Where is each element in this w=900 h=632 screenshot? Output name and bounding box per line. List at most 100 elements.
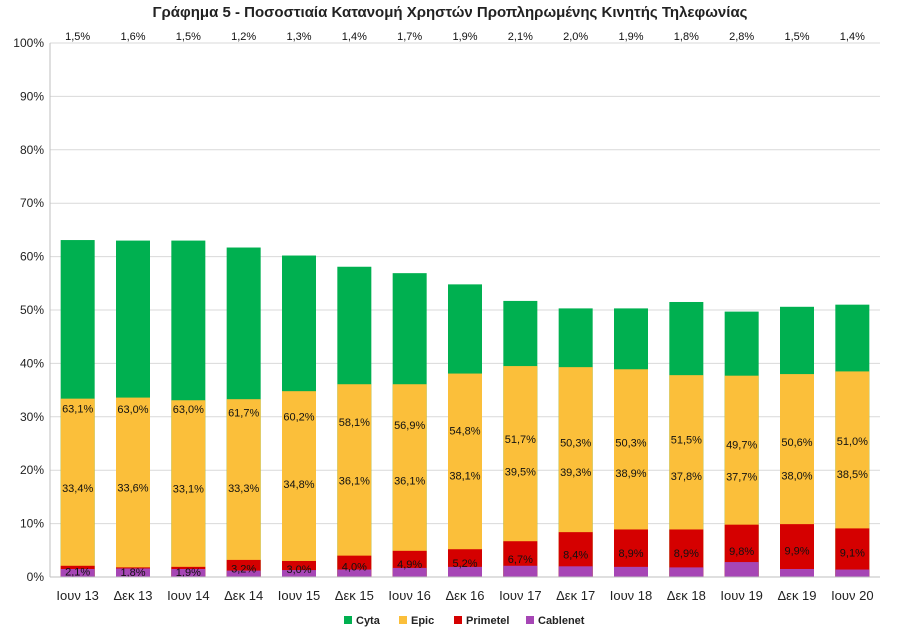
data-label-cyta: 61,7% bbox=[228, 407, 259, 419]
data-label-epic: 33,6% bbox=[117, 482, 148, 494]
data-label-cyta: 63,0% bbox=[173, 404, 204, 416]
bar-segment-primetel bbox=[780, 524, 814, 577]
data-label-cyta: 56,9% bbox=[394, 420, 425, 432]
bar-segment-cablenet bbox=[724, 562, 759, 577]
data-label-cablenet: 1,5% bbox=[176, 31, 201, 43]
legend-swatch-primetel bbox=[454, 616, 462, 624]
x-tick-label: Ιουν 16 bbox=[388, 588, 431, 603]
x-tick-label: Δεκ 19 bbox=[777, 588, 816, 603]
data-label-primetel: 2,1% bbox=[65, 566, 90, 578]
bar-segment-epic bbox=[392, 384, 427, 577]
bar-segment-epic bbox=[448, 373, 482, 577]
bar-segment-epic bbox=[116, 397, 150, 577]
x-tick-label: Ιουν 20 bbox=[831, 588, 874, 603]
x-tick-label: Δεκ 17 bbox=[556, 588, 595, 603]
legend-label-cyta: Cyta bbox=[356, 615, 381, 627]
data-label-cablenet: 1,2% bbox=[231, 31, 256, 43]
data-label-cablenet: 1,5% bbox=[784, 31, 809, 43]
y-tick-label: 40% bbox=[20, 356, 44, 370]
data-label-epic: 33,3% bbox=[228, 483, 259, 495]
bar-segment-cablenet bbox=[780, 568, 814, 577]
bar-segment-epic bbox=[282, 391, 316, 577]
data-label-cyta: 50,3% bbox=[560, 438, 591, 450]
data-label-cablenet: 1,5% bbox=[65, 31, 90, 43]
data-label-cablenet: 1,4% bbox=[342, 31, 367, 43]
x-tick-label: Δεκ 18 bbox=[667, 588, 706, 603]
bar-segment-cablenet bbox=[60, 568, 95, 577]
data-label-cyta: 49,7% bbox=[726, 439, 757, 451]
legend-swatch-epic bbox=[399, 616, 407, 624]
y-tick-label: 20% bbox=[20, 463, 44, 477]
data-label-primetel: 8,9% bbox=[674, 548, 699, 560]
data-label-epic: 38,9% bbox=[615, 468, 646, 480]
data-label-primetel: 1,8% bbox=[120, 567, 145, 579]
bar-segment-cablenet bbox=[116, 568, 150, 577]
legend-label-primetel: Primetel bbox=[466, 615, 509, 627]
y-tick-label: 60% bbox=[20, 250, 44, 264]
data-label-epic: 38,5% bbox=[837, 469, 868, 481]
data-label-cyta: 60,2% bbox=[283, 411, 314, 423]
bar-segment-cablenet bbox=[392, 567, 427, 577]
data-label-cablenet: 1,3% bbox=[286, 31, 311, 43]
bar-segment-cablenet bbox=[614, 566, 648, 577]
data-label-primetel: 9,9% bbox=[784, 546, 809, 558]
data-label-primetel: 5,2% bbox=[452, 558, 477, 570]
bar-segment-cablenet bbox=[171, 568, 206, 577]
y-tick-label: 0% bbox=[27, 570, 45, 584]
data-label-epic: 33,1% bbox=[173, 484, 204, 496]
chart-title: Γράφημα 5 - Ποσοστιαία Κατανομή Χρηστών … bbox=[152, 4, 748, 21]
x-tick-label: Ιουν 18 bbox=[610, 588, 653, 603]
data-label-epic: 37,8% bbox=[671, 471, 702, 483]
data-label-primetel: 4,0% bbox=[342, 561, 367, 573]
data-label-epic: 37,7% bbox=[726, 471, 757, 483]
x-tick-label: Δεκ 14 bbox=[224, 588, 263, 603]
data-label-primetel: 9,8% bbox=[729, 546, 754, 558]
axes: 0% 10% 20% 30% 40% 50% 60% 70% 80% 90% 100% Ιουν 13… bbox=[13, 36, 880, 603]
data-label-cyta: 50,6% bbox=[781, 437, 812, 449]
x-tick-label: Δεκ 16 bbox=[445, 588, 484, 603]
data-label-cablenet: 1,9% bbox=[452, 31, 477, 43]
bar-segment-cablenet bbox=[282, 570, 316, 577]
data-label-cablenet: 2,0% bbox=[563, 31, 588, 43]
data-label-cyta: 58,1% bbox=[339, 417, 370, 429]
data-label-cyta: 51,0% bbox=[837, 436, 868, 448]
data-label-cyta: 50,3% bbox=[615, 438, 646, 450]
x-tick-label: Δεκ 15 bbox=[335, 588, 374, 603]
data-label-primetel: 8,9% bbox=[618, 548, 643, 560]
bar-segment-cablenet bbox=[448, 566, 482, 577]
x-tick-label: Ιουν 19 bbox=[720, 588, 763, 603]
legend-label-cablenet: Cablenet bbox=[538, 615, 585, 627]
bar-segment-primetel bbox=[835, 528, 870, 577]
bar-segment-cablenet bbox=[669, 567, 704, 577]
bar-segment-epic bbox=[171, 400, 206, 577]
data-label-epic: 33,4% bbox=[62, 483, 93, 495]
x-tick-label: Ιουν 13 bbox=[56, 588, 99, 603]
data-label-primetel: 3,0% bbox=[286, 564, 311, 576]
data-label-cablenet: 1,9% bbox=[618, 31, 643, 43]
y-tick-label: 80% bbox=[20, 143, 44, 157]
data-label-cablenet: 1,7% bbox=[397, 31, 422, 43]
data-label-primetel: 4,9% bbox=[397, 559, 422, 571]
data-label-epic: 38,0% bbox=[781, 471, 812, 483]
data-label-cablenet: 2,1% bbox=[508, 31, 533, 43]
bar-segment-epic bbox=[226, 399, 261, 577]
y-tick-label: 100% bbox=[13, 36, 44, 50]
data-label-epic: 36,1% bbox=[394, 476, 425, 488]
x-tick-label: Δεκ 13 bbox=[113, 588, 152, 603]
x-tick-label: Ιουν 14 bbox=[167, 588, 210, 603]
legend: Cyta Epic Primetel Cablenet bbox=[344, 615, 585, 627]
bar-segment-cablenet bbox=[226, 570, 261, 577]
y-tick-label: 70% bbox=[20, 196, 44, 210]
data-label-primetel: 9,1% bbox=[840, 548, 865, 560]
data-label-epic: 38,1% bbox=[449, 470, 480, 482]
x-tick-label: Ιουν 17 bbox=[499, 588, 542, 603]
y-tick-label: 10% bbox=[20, 517, 44, 531]
bar-segment-epic bbox=[60, 398, 95, 577]
bar-segment-cablenet bbox=[503, 565, 538, 577]
data-label-epic: 39,5% bbox=[505, 467, 536, 479]
bar-segment-cablenet bbox=[558, 566, 593, 577]
data-label-cablenet: 1,6% bbox=[120, 31, 145, 43]
data-label-cablenet: 2,8% bbox=[729, 31, 754, 43]
